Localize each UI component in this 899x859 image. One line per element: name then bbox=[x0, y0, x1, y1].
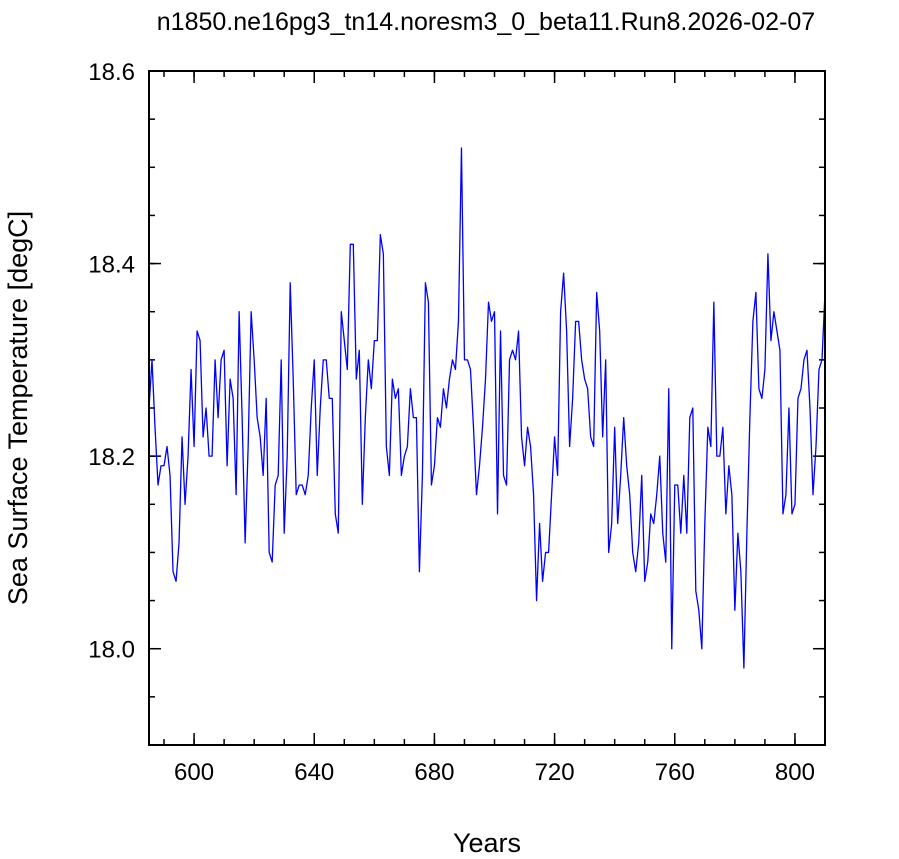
series-line bbox=[148, 147, 826, 669]
y-tick-label: 18.0 bbox=[88, 637, 135, 664]
y-tick-label: 18.6 bbox=[88, 59, 135, 86]
y-tick-label: 18.2 bbox=[88, 444, 135, 471]
plot-frame bbox=[148, 70, 826, 746]
x-tick-label: 680 bbox=[414, 759, 454, 786]
x-tick-label: 800 bbox=[775, 759, 815, 786]
x-tick-label: 600 bbox=[174, 759, 214, 786]
y-axis-label: Sea Surface Temperature [degC] bbox=[3, 211, 33, 605]
chart-title: n1850.ne16pg3_tn14.noresm3_0_beta11.Run8… bbox=[157, 8, 815, 36]
x-tick-label: 760 bbox=[655, 759, 695, 786]
axis-tick-labels: 600 640 680 720 760 800 18.0 18.2 18.4 18.6 bbox=[88, 59, 815, 786]
axis-ticks bbox=[149, 70, 826, 746]
y-tick-label: 18.4 bbox=[88, 252, 135, 279]
x-tick-label: 640 bbox=[294, 759, 334, 786]
x-tick-label: 720 bbox=[535, 759, 575, 786]
x-axis-label: Years bbox=[453, 828, 521, 858]
